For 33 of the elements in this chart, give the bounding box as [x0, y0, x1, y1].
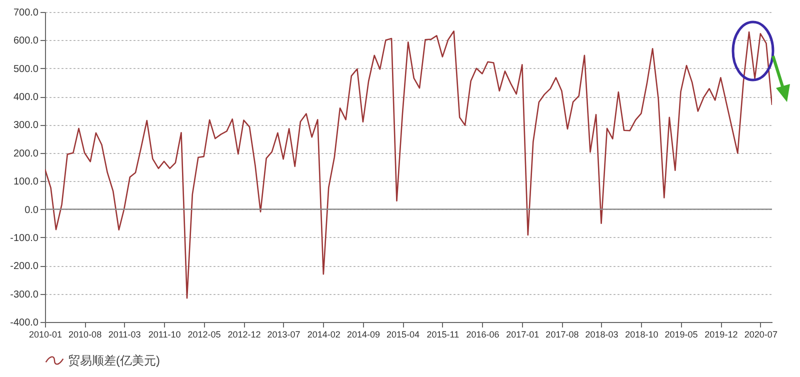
x-tick-label: 2019-12 [704, 330, 738, 340]
y-tick-label: 500.0 [13, 64, 39, 75]
y-tick-label: -400.0 [10, 318, 39, 328]
x-tick-label: 2010-01 [28, 330, 62, 340]
x-tick-label: 2018-10 [625, 330, 658, 340]
x-tick-label: 2011-10 [148, 330, 181, 340]
y-tick-label: 400.0 [13, 92, 39, 104]
y-tick-label: 200.0 [13, 148, 39, 160]
y-tick-label: 600.0 [13, 36, 39, 47]
y-tick-label: -100.0 [10, 232, 39, 244]
x-tick-label: 2017-01 [506, 330, 540, 340]
x-tick-label: 2012-12 [228, 330, 261, 340]
y-tick-label: -300.0 [10, 289, 39, 300]
x-tick-label: 2015-11 [426, 330, 460, 340]
x-tick-label: 2020-07 [744, 330, 778, 340]
y-tick-label: 700.0 [13, 8, 39, 18]
y-tick-label: -200.0 [10, 261, 39, 272]
y-tick-label: 0.0 [24, 204, 39, 216]
x-tick-label: 2015-04 [386, 330, 420, 340]
x-tick-label: 2014-09 [346, 330, 380, 340]
x-tick-label: 2014-02 [307, 330, 340, 340]
x-tick-label: 2016-06 [466, 330, 500, 340]
y-tick-label: 300.0 [13, 120, 39, 132]
line-series [45, 30, 772, 299]
x-tick-label: 2012-05 [188, 330, 221, 340]
x-tick-label: 2010-08 [68, 330, 102, 340]
x-tick-label: 2017-08 [546, 330, 579, 340]
x-tick-label: 2011-03 [108, 330, 141, 340]
x-tick-label: 2019-05 [664, 330, 698, 340]
legend-label: 贸易顺差(亿美元) [68, 354, 160, 368]
x-tick-label: 2018-03 [585, 330, 618, 340]
y-tick-label: 100.0 [13, 176, 39, 188]
x-tick-label: 2013-07 [267, 330, 300, 340]
